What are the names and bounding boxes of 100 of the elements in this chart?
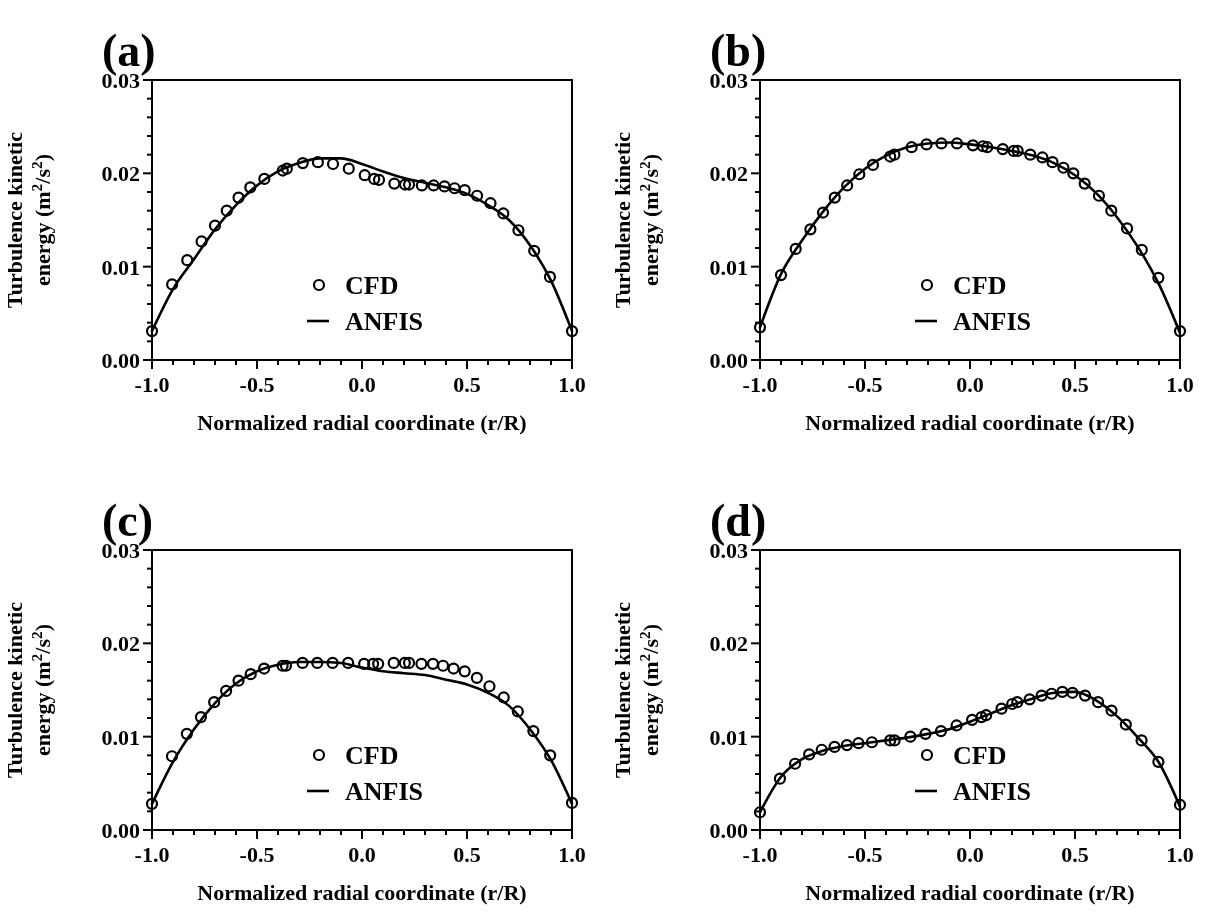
point xyxy=(866,158,880,172)
point xyxy=(853,168,866,181)
point xyxy=(180,727,193,740)
point xyxy=(1035,689,1048,702)
point xyxy=(372,657,385,670)
point xyxy=(232,191,245,204)
point xyxy=(497,207,510,220)
point xyxy=(527,724,540,738)
point xyxy=(448,182,461,195)
legend-label: CFD xyxy=(345,271,399,300)
point xyxy=(1119,718,1132,731)
point xyxy=(950,719,963,732)
point xyxy=(438,180,451,193)
point xyxy=(884,734,897,747)
point xyxy=(1078,177,1091,190)
point xyxy=(483,680,496,693)
point xyxy=(181,254,194,267)
point xyxy=(753,321,767,334)
y-tick-label: 0.00 xyxy=(709,348,748,373)
point xyxy=(470,189,484,202)
point xyxy=(1066,686,1079,699)
x-tick-label: -0.5 xyxy=(847,372,883,397)
y-tick-label: 0.01 xyxy=(709,724,748,750)
point xyxy=(220,204,233,217)
point xyxy=(1152,755,1165,768)
point xyxy=(1092,189,1106,202)
point xyxy=(470,671,483,684)
x-tick-label: 0.0 xyxy=(348,842,376,867)
point xyxy=(220,684,233,698)
point xyxy=(166,278,179,291)
point xyxy=(1067,167,1080,180)
y-tick-label: 0.02 xyxy=(709,631,748,657)
point xyxy=(1056,685,1069,698)
point xyxy=(195,235,208,248)
point xyxy=(976,140,990,153)
point xyxy=(280,162,293,175)
point xyxy=(1046,156,1059,169)
point xyxy=(367,657,380,670)
point xyxy=(904,730,917,743)
point xyxy=(840,738,854,752)
point xyxy=(387,656,400,670)
point xyxy=(497,691,510,704)
x-tick-label: 0.5 xyxy=(1061,372,1089,397)
point xyxy=(358,169,371,182)
point xyxy=(1036,151,1049,164)
x-axis-title: Normalized radial coordinate (r/R) xyxy=(805,880,1135,905)
point xyxy=(975,710,988,724)
point xyxy=(244,668,257,681)
point xyxy=(415,179,428,192)
point xyxy=(276,659,289,672)
y-tick-label: 0.01 xyxy=(101,724,140,750)
point xyxy=(1011,696,1024,709)
y-tick-label: 0.02 xyxy=(101,161,140,187)
x-tick-label: -0.5 xyxy=(847,842,883,867)
point xyxy=(208,219,222,232)
x-tick-label: 0.5 xyxy=(453,842,481,867)
point xyxy=(165,750,179,763)
point xyxy=(258,662,271,675)
y-tick-label: 0.00 xyxy=(101,348,140,373)
y-tick-label: 0.01 xyxy=(709,254,748,280)
point xyxy=(427,179,440,192)
point xyxy=(484,197,497,210)
point xyxy=(1024,148,1037,161)
point xyxy=(296,156,309,170)
point xyxy=(145,324,159,338)
point xyxy=(398,656,411,670)
legend-label: CFD xyxy=(953,741,1007,770)
point xyxy=(342,656,355,670)
point xyxy=(194,710,208,724)
x-tick-label: 1.0 xyxy=(1166,842,1194,867)
point xyxy=(398,178,412,191)
point xyxy=(1057,161,1070,174)
point xyxy=(841,179,854,192)
point xyxy=(458,184,471,197)
point xyxy=(1120,222,1134,235)
point xyxy=(789,242,802,256)
point xyxy=(368,172,381,186)
y-tick-label: 0.00 xyxy=(101,818,140,843)
x-tick-label: -1.0 xyxy=(134,842,170,867)
point xyxy=(934,724,948,738)
point xyxy=(1011,144,1024,158)
point xyxy=(788,757,802,770)
point xyxy=(296,656,309,670)
point xyxy=(815,743,828,756)
point xyxy=(342,162,355,175)
point xyxy=(950,137,964,150)
x-tick-label: 0.0 xyxy=(348,372,376,397)
point xyxy=(388,177,401,190)
point xyxy=(358,657,371,670)
x-tick-label: 0.0 xyxy=(956,372,984,397)
point xyxy=(415,657,428,670)
y-tick-label: 0.00 xyxy=(709,818,748,843)
point xyxy=(565,324,579,338)
point xyxy=(1173,324,1187,338)
point xyxy=(311,656,324,670)
point xyxy=(565,796,579,810)
point xyxy=(919,727,932,740)
point xyxy=(276,164,289,177)
x-tick-label: 0.5 xyxy=(453,372,481,397)
point xyxy=(884,150,897,163)
